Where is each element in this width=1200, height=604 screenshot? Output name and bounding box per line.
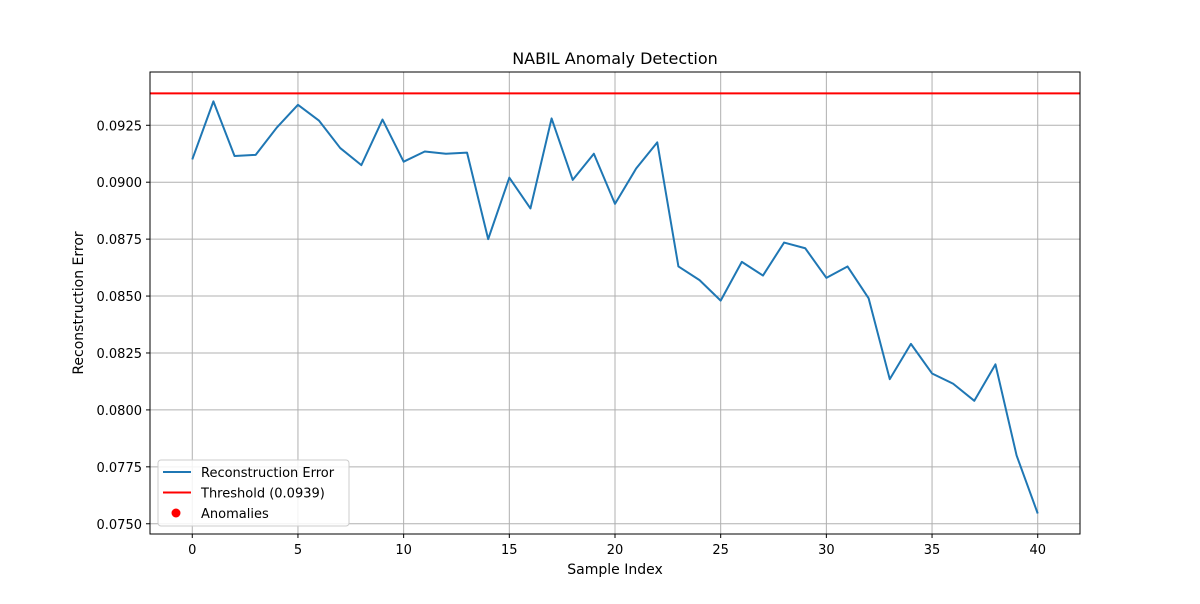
legend-marker-anomalies bbox=[171, 508, 181, 518]
x-tick-label: 5 bbox=[294, 543, 302, 558]
series-line-reconstruction-error bbox=[191, 100, 1039, 514]
x-axis-label: Sample Index bbox=[567, 562, 662, 578]
y-tick-label: 0.0750 bbox=[97, 518, 143, 533]
series-layer bbox=[150, 92, 1080, 514]
y-tick-label: 0.0775 bbox=[97, 461, 143, 476]
legend-label: Anomalies bbox=[201, 507, 269, 522]
y-tick-label: 0.0850 bbox=[97, 290, 143, 305]
grid-layer bbox=[150, 72, 1080, 534]
x-tick-label: 40 bbox=[1029, 543, 1046, 558]
legend: Reconstruction Error Threshold (0.0939) An… bbox=[157, 459, 350, 527]
x-tick-label: 20 bbox=[607, 543, 624, 558]
x-tick-label: 0 bbox=[188, 543, 196, 558]
x-tick-label: 35 bbox=[924, 543, 941, 558]
tick-layer: 0 5 10 15 20 25 30 35 40 0.0750 0.0775 0.0800 0.0825… bbox=[97, 119, 1047, 558]
chart-title: NABIL Anomaly Detection bbox=[512, 49, 718, 68]
x-tick-label: 10 bbox=[395, 543, 412, 558]
y-tick-label: 0.0925 bbox=[97, 119, 143, 134]
y-axis-label: Reconstruction Error bbox=[71, 231, 87, 375]
legend-label: Threshold (0.0939) bbox=[200, 487, 325, 502]
legend-box bbox=[157, 459, 350, 527]
legend-label: Reconstruction Error bbox=[201, 466, 335, 481]
y-tick-label: 0.0800 bbox=[97, 404, 143, 419]
y-tick-label: 0.0875 bbox=[97, 233, 143, 248]
y-tick-label: 0.0825 bbox=[97, 347, 143, 362]
y-tick-label: 0.0900 bbox=[97, 176, 143, 191]
x-tick-label: 30 bbox=[818, 543, 835, 558]
x-tick-label: 25 bbox=[712, 543, 729, 558]
x-tick-label: 15 bbox=[501, 543, 518, 558]
